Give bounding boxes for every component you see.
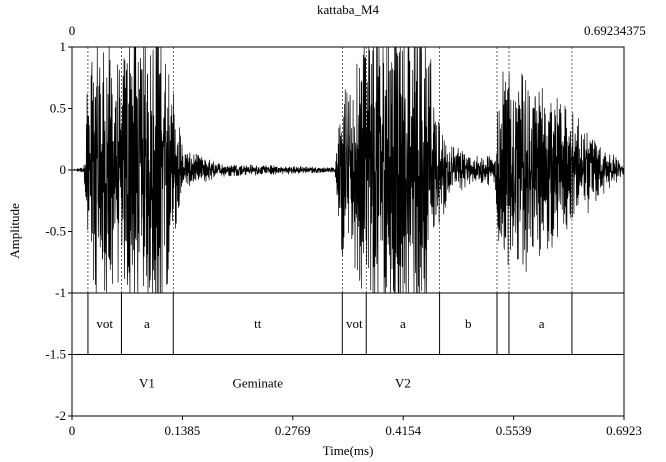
start-time-label: 0: [69, 23, 76, 38]
x-tick-label: 0.6923: [606, 423, 642, 438]
word-label: Geminate: [233, 376, 284, 391]
x-axis-label: Time(ms): [323, 443, 374, 458]
phone-label: a: [144, 316, 150, 331]
y-axis-label: Amplitude: [7, 203, 22, 259]
word-label: V1: [139, 376, 155, 391]
y-tick-label: -1: [55, 285, 66, 300]
phone-label: a: [400, 316, 406, 331]
phone-label: tt: [254, 316, 262, 331]
x-tick-label: 0.1385: [165, 423, 201, 438]
phone-label: vot: [96, 316, 113, 331]
x-tick-label: 0.4154: [385, 423, 421, 438]
y-tick-label: -2: [55, 408, 66, 423]
y-tick-label: 0: [60, 162, 67, 177]
y-tick-label: 0.5: [50, 101, 66, 116]
phone-label: a: [539, 316, 545, 331]
phone-label: b: [465, 316, 472, 331]
waveform-line: [71, 46, 625, 294]
x-tick-label: 0.2769: [275, 423, 311, 438]
x-tick-label: 0: [69, 423, 76, 438]
waveform-series: [71, 46, 625, 294]
y-tick-label: -0.5: [45, 224, 66, 239]
word-label: V2: [395, 376, 411, 391]
phone-label: vot: [346, 316, 363, 331]
y-tick-label: -1.5: [45, 347, 66, 362]
x-tick-label: 0.5539: [496, 423, 532, 438]
y-tick-label: 1: [60, 39, 67, 54]
end-time-label: 0.69234375: [584, 23, 646, 38]
chart-title: kattaba_M4: [317, 2, 380, 17]
